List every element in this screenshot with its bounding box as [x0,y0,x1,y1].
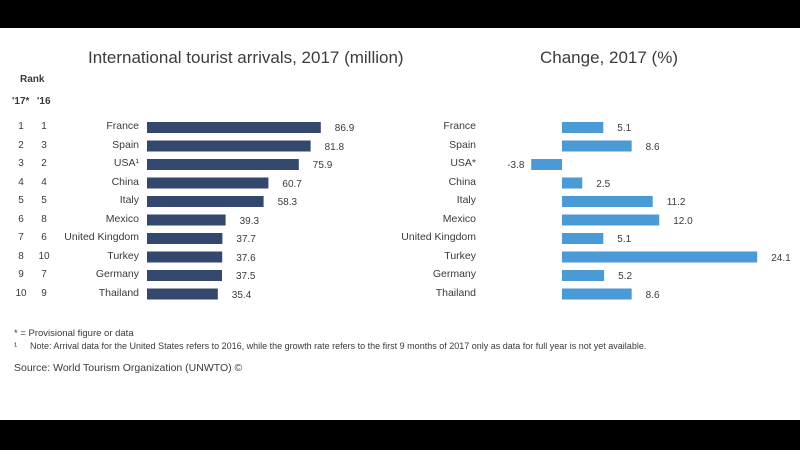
change-category-label: China [448,175,476,188]
change-chart-title: Change, 2017 (%) [540,48,678,67]
change-value-label: 2.5 [596,178,611,190]
change-category-label: United Kingdom [401,231,476,243]
rank-2017: 3 [18,158,24,169]
change-value-label: 12.0 [673,215,693,227]
rank-2017: 2 [18,139,24,151]
arrivals-bar [147,251,223,263]
rank-2017: 1 [18,121,24,132]
change-category-label: Mexico [442,212,476,225]
rank-2017: 4 [18,176,24,188]
change-bar [562,122,604,133]
change-category-label: Thailand [435,286,476,299]
arrivals-chart-title: International tourist arrivals, 2017 (mi… [88,48,404,67]
change-value-label: 8.6 [645,289,660,301]
arrivals-category-label: Spain [112,138,139,151]
arrivals-category-label: China [111,175,139,188]
arrivals-bar [147,233,223,244]
change-category-label: Turkey [444,249,476,262]
arrivals-category-label: Mexico [105,212,139,225]
rank-2017: 7 [18,232,24,243]
arrivals-value-label: 37.5 [236,271,256,282]
arrivals-bar [147,196,264,207]
arrivals-bar [147,122,321,133]
rank-2016: 6 [41,232,47,243]
arrivals-value-label: 81.8 [324,141,345,153]
change-bar [562,140,632,152]
rank-2016: 2 [41,158,47,169]
arrivals-bar [147,177,269,189]
arrivals-value-label: 58.3 [277,197,298,208]
source-line: Source: World Tourism Organization (UNWT… [14,362,243,374]
rank-2017: 9 [18,269,24,280]
change-category-label: Germany [432,268,476,280]
arrivals-value-label: 37.7 [236,234,256,245]
usa-note-footnote: Note: Arrival data for the United States… [30,341,647,351]
rank-header: Rank [20,74,45,85]
change-value-label: 11.2 [666,197,686,208]
rank-2017: 10 [15,287,27,299]
rank-2016: 9 [41,287,47,299]
rank-2016: 4 [41,176,47,188]
change-category-label: USA* [450,157,476,169]
change-category-label: France [443,120,476,132]
arrivals-category-label: France [106,120,139,132]
change-bar [562,288,632,300]
change-bar [562,233,604,244]
rank-2017-header: '17* [12,96,30,107]
change-category-label: Spain [449,138,476,151]
change-value-label: 5.1 [617,123,632,134]
chart-panel [0,28,800,420]
change-value-label: 5.2 [618,271,633,282]
change-value-label: 24.1 [771,252,791,264]
arrivals-category-label: Germany [95,268,139,280]
rank-2016: 7 [41,269,47,280]
rank-2017: 8 [18,250,24,262]
rank-2016: 3 [41,139,47,151]
arrivals-value-label: 35.4 [231,289,252,301]
change-bar [562,196,653,207]
arrivals-value-label: 37.6 [236,252,256,264]
arrivals-bar [147,288,218,300]
arrivals-category-label: Thailand [98,286,139,299]
arrivals-bar [147,140,311,152]
arrivals-value-label: 39.3 [239,215,260,227]
arrivals-category-label: United Kingdom [64,231,139,243]
rank-2016: 5 [41,195,47,206]
rank-2016-header: '16 [37,96,51,107]
change-category-label: Italy [456,194,476,206]
change-bar [562,177,583,189]
arrivals-bar [147,270,222,281]
rank-2016: 10 [38,250,50,262]
rank-2016: 8 [41,213,47,225]
change-bar [562,270,605,281]
arrivals-category-label: USA¹ [113,157,139,169]
change-value-label: 5.1 [617,234,632,245]
arrivals-bar [147,159,299,170]
change-value-label: -3.8 [507,160,525,171]
arrivals-value-label: 60.7 [282,178,302,190]
arrivals-bar [147,214,226,226]
change-bar [531,159,562,170]
change-bar [562,251,758,263]
rank-2017: 5 [18,195,24,206]
provisional-footnote: * = Provisional figure or data [14,328,134,339]
change-bar [562,214,660,226]
arrivals-value-label: 86.9 [334,123,355,134]
change-value-label: 8.6 [645,141,660,153]
note-marker: ¹ [14,341,18,352]
rank-2016: 1 [41,121,47,132]
arrivals-category-label: Turkey [107,249,139,262]
arrivals-value-label: 75.9 [312,160,333,171]
arrivals-category-label: Italy [119,194,139,206]
rank-2017: 6 [18,213,24,225]
